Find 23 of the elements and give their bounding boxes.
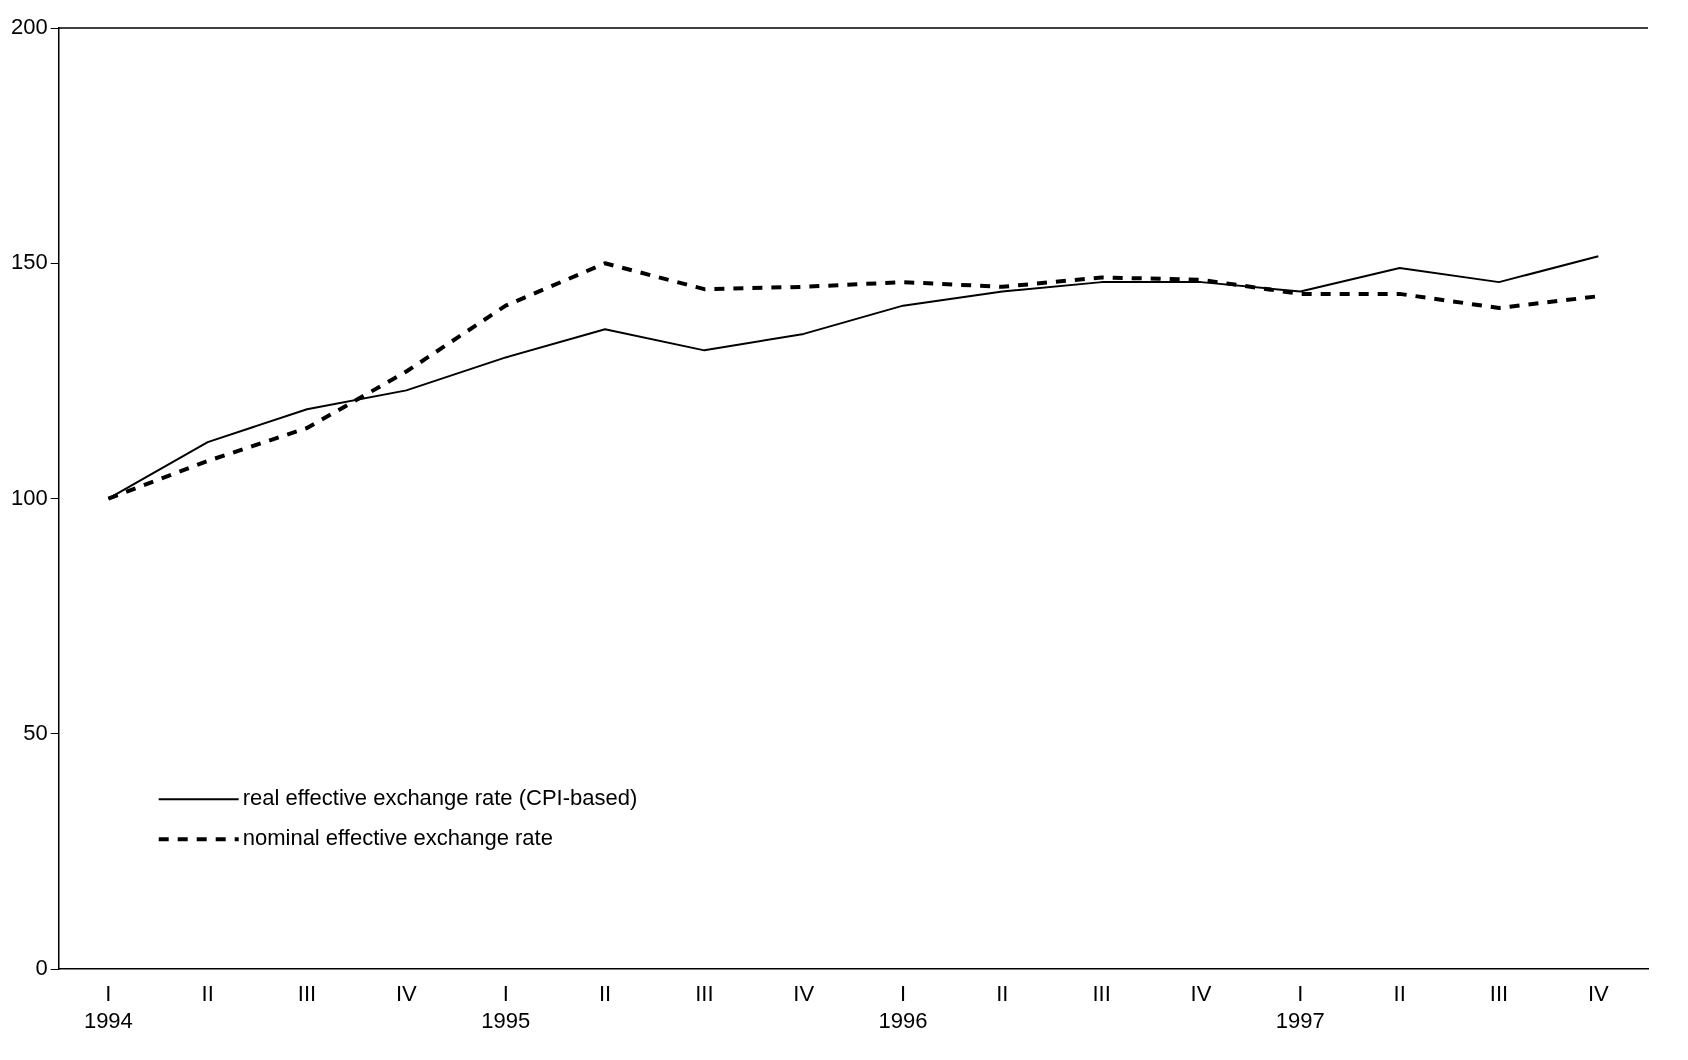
- x-tick-label: III: [695, 981, 714, 1007]
- x-tick-label: IV: [395, 981, 418, 1007]
- y-tick-label: 100: [10, 484, 48, 510]
- x-tick-label: I 1994: [83, 981, 133, 1033]
- x-tick-label: IV: [793, 981, 815, 1007]
- x-tick-label: III: [1489, 981, 1509, 1007]
- x-tick-label: IV: [1587, 981, 1610, 1007]
- x-tick-label: II: [996, 981, 1009, 1007]
- x-tick-label: I 1995: [481, 981, 531, 1033]
- legend-label: real effective exchange rate (CPI-based): [242, 785, 638, 811]
- x-tick-label: III: [297, 981, 317, 1007]
- x-tick-label: II: [598, 981, 612, 1007]
- x-tick-label: I 1996: [878, 981, 928, 1033]
- legend-label: nominal effective exchange rate: [242, 825, 553, 851]
- x-tick-label: II: [1393, 981, 1406, 1007]
- x-tick-label: III: [1092, 981, 1111, 1007]
- y-tick-label: 0: [35, 955, 48, 981]
- y-tick-label: 150: [10, 249, 48, 275]
- y-tick-label: 200: [10, 14, 48, 40]
- y-tick-label: 50: [23, 719, 48, 745]
- x-tick-label: I 1997: [1275, 981, 1325, 1033]
- x-tick-label: II: [201, 981, 214, 1007]
- x-tick-label: IV: [1190, 981, 1212, 1007]
